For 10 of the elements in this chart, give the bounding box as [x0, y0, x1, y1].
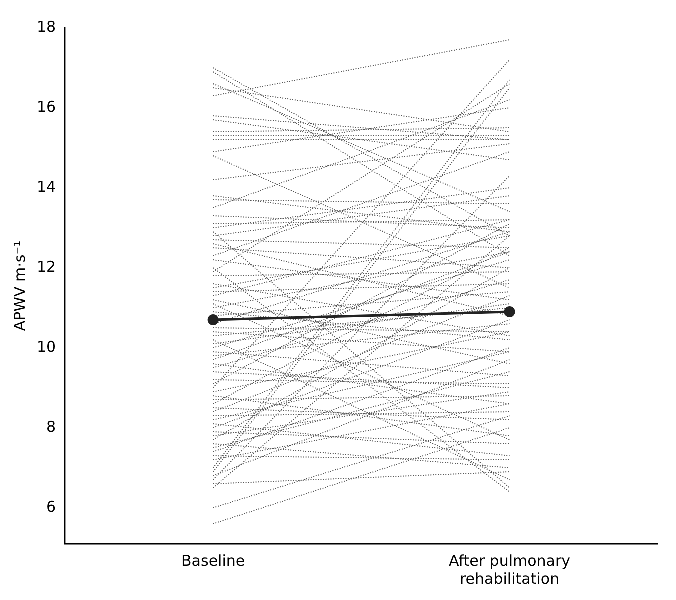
y-tick-label: 6 — [46, 498, 56, 516]
x-tick-label: Baseline — [182, 552, 246, 570]
y-tick-label: 10 — [36, 338, 56, 356]
x-tick-label: After pulmonary rehabilitation — [449, 552, 571, 588]
y-tick-label: 14 — [36, 178, 56, 196]
y-axis-title: APWV m·s⁻¹ — [10, 240, 29, 332]
y-tick-label: 18 — [36, 18, 56, 36]
y-tick-label: 8 — [46, 418, 56, 436]
y-tick-label: 16 — [36, 98, 56, 116]
y-tick-label: 12 — [36, 258, 56, 276]
